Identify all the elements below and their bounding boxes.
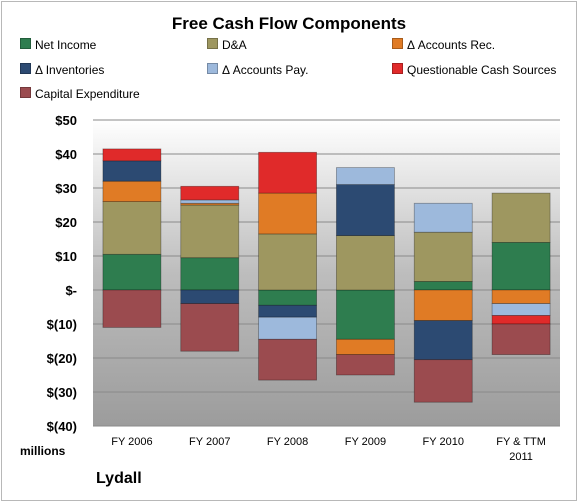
legend-label: Δ Inventories	[35, 63, 105, 77]
bar-segment	[102, 148, 162, 162]
legend-swatch	[20, 38, 31, 49]
legend-label: D&A	[222, 38, 247, 52]
chart-title: Free Cash Flow Components	[171, 14, 407, 33]
y-tick-label: $30	[55, 181, 77, 196]
bar-segment	[258, 338, 317, 381]
legend-item-net-income: Net Income	[20, 38, 96, 52]
legend-swatch	[207, 63, 218, 74]
bar-segment	[413, 202, 473, 233]
bar-segment	[180, 185, 240, 201]
bar-segment	[102, 180, 162, 202]
bar-segment	[102, 289, 162, 328]
y-tick-label: $50	[55, 113, 77, 128]
bar-segment	[413, 281, 473, 291]
bar-segment	[413, 320, 473, 361]
bar-segment	[413, 289, 473, 322]
bar-segment	[258, 233, 317, 291]
y-tick-label: $(10)	[47, 317, 77, 332]
units-label: millions	[20, 444, 66, 458]
x-tick-label: FY 2007	[189, 436, 230, 448]
y-tick-label: $(30)	[47, 385, 77, 400]
bar-segment	[491, 315, 551, 325]
bar-segment	[102, 201, 162, 255]
bar-segment	[336, 167, 395, 186]
legend-label: Δ Accounts Pay.	[222, 63, 309, 77]
legend-label: Questionable Cash Sources	[407, 63, 557, 77]
legend-label: Capital Expenditure	[35, 87, 140, 101]
bar-segment	[258, 192, 317, 235]
x-tick-label: FY 2009	[345, 436, 386, 448]
x-tick-label: FY 2010	[423, 436, 464, 448]
bar-segment	[336, 184, 395, 237]
bar-segment	[336, 354, 395, 376]
bar-segment	[258, 304, 317, 318]
y-tick-label: $10	[55, 249, 77, 264]
legend-swatch	[20, 63, 31, 74]
bar-segment	[180, 257, 240, 291]
legend-swatch	[207, 38, 218, 49]
x-tick-label: FY & TTM	[496, 436, 546, 448]
x-tick-label: 2011	[509, 451, 533, 463]
bar-segment	[336, 289, 395, 340]
bar-segment	[491, 303, 551, 316]
legend-item-accounts-pay: Δ Accounts Pay.	[207, 63, 309, 77]
legend-swatch	[20, 87, 31, 98]
bar-segment	[413, 359, 473, 403]
y-tick-label: $-	[65, 283, 77, 298]
legend-label: Δ Accounts Rec.	[407, 38, 496, 52]
brand-label: Lydall	[96, 470, 142, 487]
bar-segment	[102, 253, 162, 291]
bar-segment	[336, 338, 395, 355]
legend-swatch	[392, 38, 403, 49]
bar-segment	[491, 192, 551, 243]
y-tick-label: $20	[55, 215, 77, 230]
legend-item-da: D&A	[207, 38, 247, 52]
bar-segment	[491, 323, 551, 356]
legend-item-capital-expenditure: Capital Expenditure	[20, 87, 140, 101]
bar-segment	[491, 241, 551, 291]
bar-segment	[413, 231, 473, 282]
bar-segment	[180, 204, 240, 259]
x-tick-label: FY 2006	[111, 436, 152, 448]
bar-segment	[258, 151, 317, 194]
bar-segment	[336, 235, 395, 291]
x-tick-label: FY 2008	[267, 436, 308, 448]
legend-item-questionable-cash: Questionable Cash Sources	[392, 63, 556, 77]
plot-area	[93, 120, 560, 426]
bar-segment	[102, 160, 162, 182]
bar-segment	[491, 289, 551, 305]
bar-segment	[258, 316, 317, 340]
legend-item-inventories: Δ Inventories	[20, 63, 104, 77]
legend-item-accounts-rec: Δ Accounts Rec.	[392, 38, 495, 52]
bar-segment	[180, 199, 240, 204]
y-tick-label: $40	[55, 147, 77, 162]
y-tick-label: $(40)	[47, 419, 77, 434]
bar-segment	[180, 303, 240, 352]
legend-swatch	[392, 63, 403, 74]
legend-label: Net Income	[35, 38, 97, 52]
bar-segment	[180, 202, 240, 206]
bar-segment	[180, 289, 240, 305]
y-tick-label: $(20)	[47, 351, 77, 366]
bar-segment	[258, 289, 317, 306]
